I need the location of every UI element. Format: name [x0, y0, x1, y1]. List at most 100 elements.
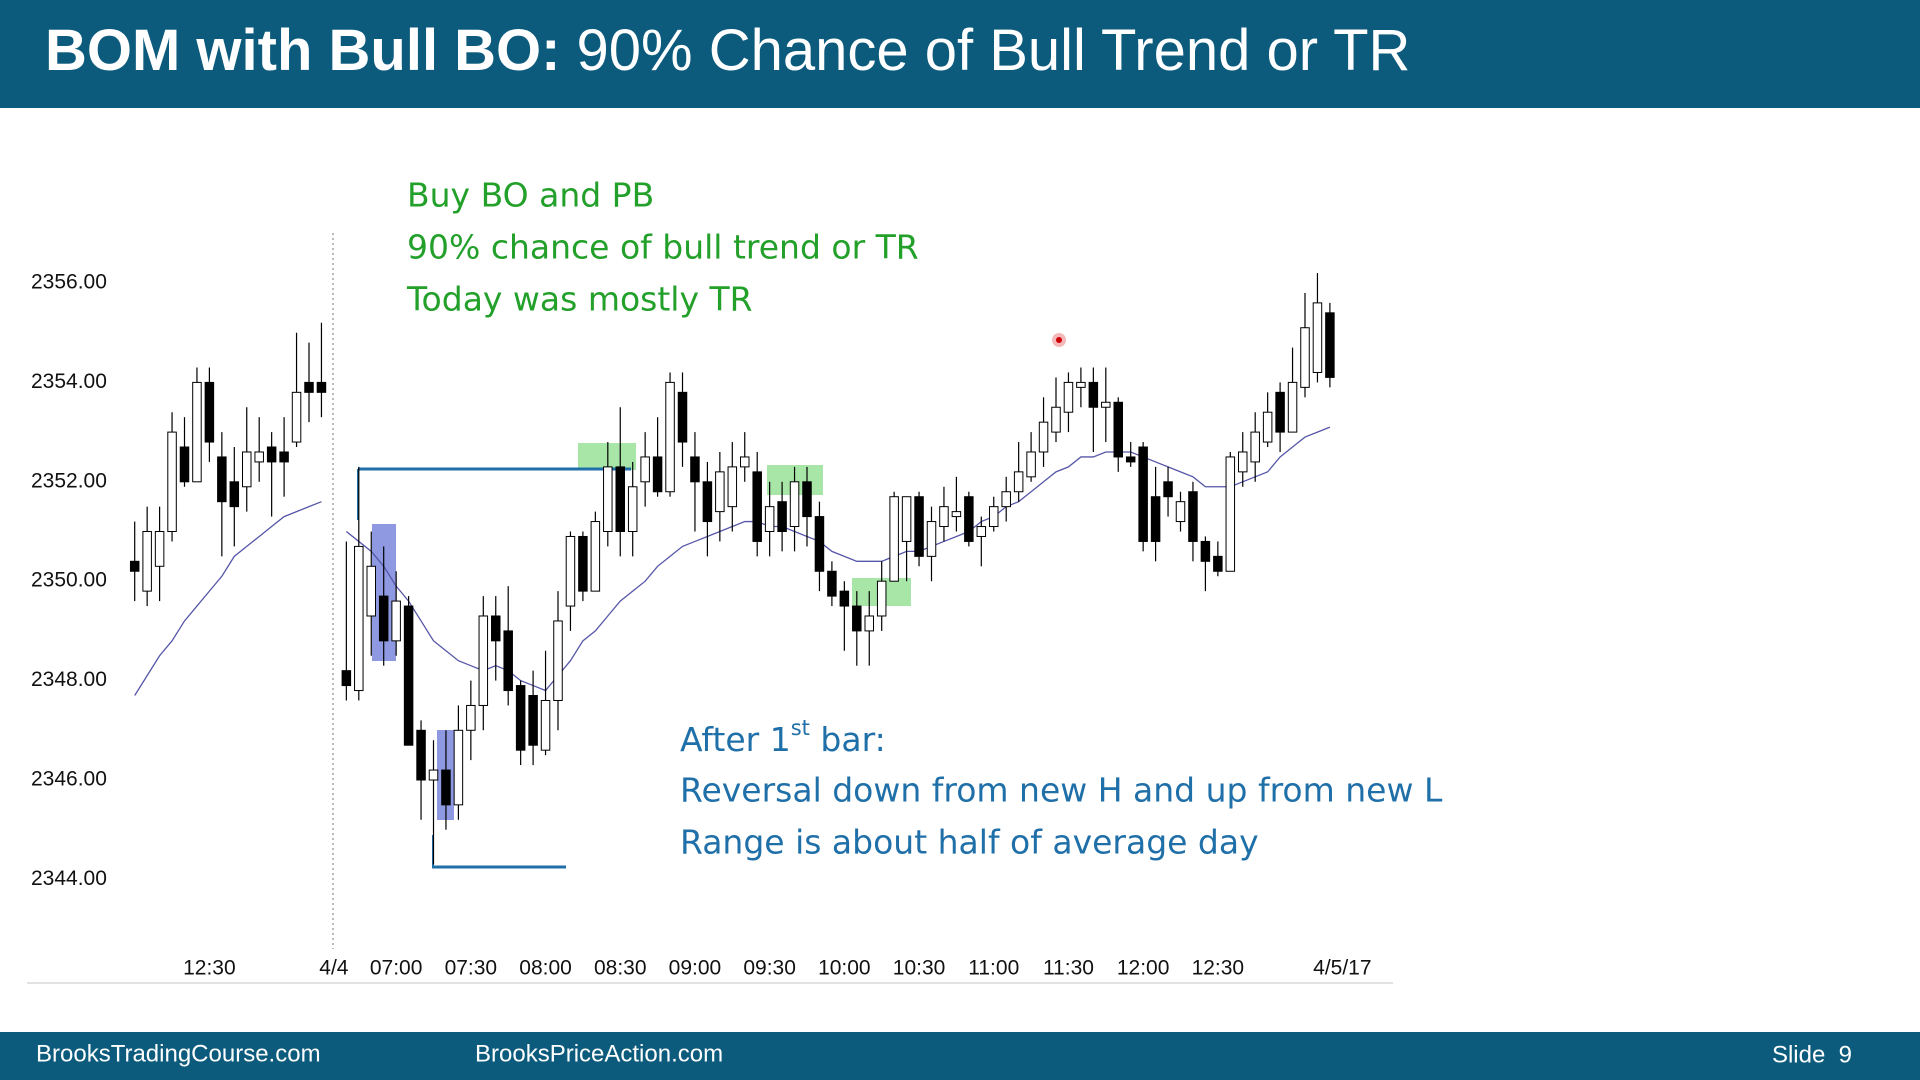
candle-body	[1051, 406, 1061, 433]
candle-body	[1038, 421, 1049, 453]
footer-left: BrooksTradingCourse.com	[36, 1040, 321, 1067]
candle-body	[864, 615, 874, 632]
x-tick-label: 07:00	[370, 957, 423, 980]
title: BOM with Bull BO: 90% Chance of Bull Tren…	[45, 18, 1410, 83]
candle-body	[777, 501, 787, 532]
x-tick-label: 4/4	[319, 957, 349, 980]
candle-body	[491, 615, 501, 642]
candle-body	[976, 526, 987, 537]
header-bar	[0, 0, 1920, 108]
candle-body	[1163, 481, 1173, 498]
candle-body	[528, 695, 538, 746]
candle-body	[540, 699, 551, 751]
candle-body	[827, 570, 837, 597]
candle-body	[640, 456, 650, 483]
x-tick-label: 09:00	[669, 957, 722, 980]
footer-bar	[0, 1032, 1920, 1080]
candle-body	[951, 511, 962, 518]
candle-body	[901, 496, 912, 542]
note-line: 90% chance of bull trend or TR	[407, 228, 919, 267]
candle-body	[428, 769, 439, 781]
y-tick-label: 2344.00	[31, 867, 107, 890]
x-tick-label: 07:30	[445, 957, 498, 980]
candle-body	[814, 516, 825, 572]
candle-body	[366, 565, 376, 617]
candle-body	[304, 381, 314, 393]
blue-notes: After 1st bar: Reversal down from new H …	[680, 716, 1443, 862]
y-tick-label: 2354.00	[31, 370, 107, 393]
candle-body	[565, 535, 576, 607]
candle-body	[802, 481, 812, 518]
candle-body	[1125, 456, 1136, 463]
candle-body	[129, 560, 140, 572]
candle-body	[403, 605, 414, 746]
candle-body	[354, 545, 364, 692]
candle-body	[1113, 401, 1123, 458]
candle-body	[702, 481, 713, 523]
candle-body	[391, 600, 401, 642]
candle-body	[1175, 501, 1186, 523]
candle-body	[453, 729, 464, 806]
candle-body	[416, 729, 426, 781]
y-tick-label: 2352.00	[31, 469, 107, 492]
candle-body	[876, 580, 887, 617]
x-tick-label: 11:30	[1043, 957, 1094, 980]
candle-body	[229, 481, 240, 508]
candle-body	[740, 456, 750, 468]
y-tick-label: 2356.00	[31, 271, 107, 294]
title-rest: 90% Chance of Bull Trend or TR	[577, 18, 1411, 83]
candle-body	[279, 451, 289, 463]
candle-body	[603, 466, 613, 533]
candle-body	[727, 466, 738, 508]
candle-body	[1262, 411, 1273, 443]
candle-body	[764, 506, 775, 532]
x-tick-label: 10:00	[818, 957, 871, 980]
x-tick-label: 09:30	[743, 957, 796, 980]
green-notes: Buy BO and PB 90% chance of bull trend or…	[406, 176, 919, 319]
candle-body	[254, 451, 264, 463]
green-highlight	[578, 443, 636, 470]
candle-body	[217, 456, 227, 503]
note-sup: st	[791, 716, 810, 740]
candle-body	[1250, 431, 1260, 463]
candle-body	[852, 605, 862, 632]
candle-body	[167, 431, 177, 533]
candle-body	[503, 630, 513, 692]
candle-body	[1076, 381, 1086, 388]
candle-body	[578, 535, 588, 592]
y-tick-label: 2348.00	[31, 668, 107, 691]
candle-body	[1138, 446, 1148, 542]
candle-body	[939, 506, 949, 528]
candle-body	[1150, 496, 1161, 542]
candle-body	[652, 456, 663, 493]
candle-body	[515, 685, 526, 751]
candle-body	[478, 615, 489, 706]
candle-body	[1101, 401, 1111, 408]
candle-body	[839, 590, 850, 607]
candle-body	[1312, 302, 1323, 373]
candle-body	[1287, 381, 1298, 433]
note-line: Reversal down from new H and up from new…	[680, 771, 1443, 810]
candle-body	[1026, 451, 1036, 478]
candle-body	[553, 620, 563, 701]
x-tick-label: 12:30	[1192, 957, 1245, 980]
candle-body	[926, 521, 937, 557]
candle-body	[627, 486, 638, 532]
slide-number: Slide 9	[1772, 1041, 1852, 1068]
candle-body	[291, 391, 302, 443]
x-tick-label: 12:00	[1117, 957, 1170, 980]
y-tick-label: 2350.00	[31, 569, 107, 592]
candle-body	[1275, 391, 1285, 433]
y-tick-label: 2346.00	[31, 768, 107, 791]
candle-body	[441, 769, 451, 806]
candle-body	[204, 381, 215, 443]
candle-body	[715, 471, 725, 513]
title-bold: BOM with Bull BO:	[45, 18, 561, 83]
candle-body	[266, 446, 277, 463]
note-line: After 1st bar:	[680, 716, 886, 759]
candle-body	[154, 531, 165, 567]
x-tick-label: 4/5/17	[1313, 957, 1371, 980]
candle-body	[142, 531, 152, 592]
candle-body	[466, 704, 476, 731]
